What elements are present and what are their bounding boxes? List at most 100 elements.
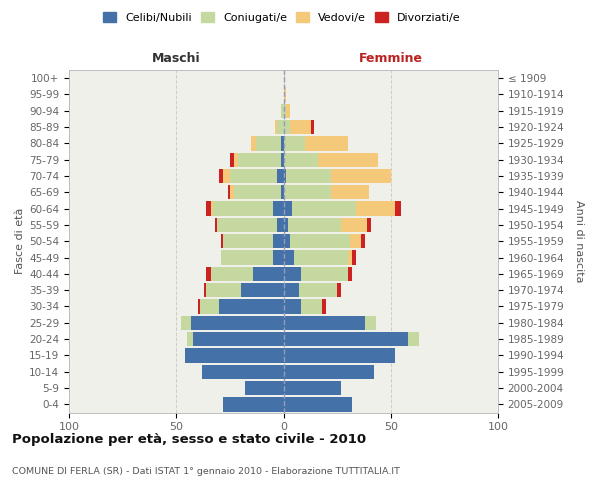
Bar [311,120,314,134]
Bar [331,169,391,183]
Bar [275,120,277,134]
Bar [219,300,284,314]
Bar [197,300,200,314]
Bar [191,316,284,330]
Bar [230,169,277,183]
Bar [305,136,348,150]
Bar [187,332,193,346]
Bar [284,152,318,167]
Bar [286,104,290,118]
Bar [206,266,211,281]
Bar [277,218,284,232]
Legend: Celibi/Nubili, Coniugati/e, Vedovi/e, Divorziati/e: Celibi/Nubili, Coniugati/e, Vedovi/e, Di… [99,8,465,28]
Bar [284,381,341,395]
Bar [273,234,284,248]
Bar [251,136,256,150]
Bar [181,316,191,330]
Bar [348,250,352,264]
Bar [273,250,284,264]
Bar [221,250,273,264]
Bar [284,234,290,248]
Bar [185,348,284,362]
Text: Femmine: Femmine [359,52,423,65]
Bar [234,185,281,200]
Bar [284,218,288,232]
Bar [221,234,223,248]
Bar [284,120,290,134]
Bar [365,316,376,330]
Bar [217,218,277,232]
Text: COMUNE DI FERLA (SR) - Dati ISTAT 1° gennaio 2010 - Elaborazione TUTTITALIA.IT: COMUNE DI FERLA (SR) - Dati ISTAT 1° gen… [12,468,400,476]
Bar [215,218,217,232]
Bar [273,202,284,216]
Bar [281,152,284,167]
Bar [284,202,292,216]
Bar [230,152,234,167]
Text: Popolazione per età, sesso e stato civile - 2010: Popolazione per età, sesso e stato civil… [12,432,366,446]
Bar [277,120,284,134]
Bar [290,120,311,134]
Bar [294,250,348,264]
Bar [211,202,213,216]
Bar [202,364,284,379]
Bar [204,283,206,298]
Bar [284,332,408,346]
Bar [253,266,284,281]
Bar [284,283,299,298]
Bar [223,397,284,411]
Bar [292,202,356,216]
Bar [284,397,352,411]
Bar [256,136,281,150]
Bar [245,381,284,395]
Bar [230,185,234,200]
Bar [318,152,378,167]
Bar [228,185,230,200]
Bar [341,218,367,232]
Bar [284,300,301,314]
Bar [286,169,331,183]
Bar [284,348,395,362]
Bar [290,234,350,248]
Bar [284,266,301,281]
Bar [322,300,326,314]
Bar [200,300,219,314]
Bar [284,88,286,102]
Bar [219,169,223,183]
Bar [238,152,281,167]
Bar [284,104,286,118]
Bar [361,234,365,248]
Bar [211,266,253,281]
Bar [193,332,284,346]
Bar [288,218,341,232]
Y-axis label: Anni di nascita: Anni di nascita [574,200,584,282]
Bar [284,364,374,379]
Bar [301,300,322,314]
Bar [213,202,273,216]
Bar [299,283,337,298]
Bar [356,202,395,216]
Bar [395,202,401,216]
Bar [408,332,419,346]
Bar [284,169,286,183]
Bar [281,136,284,150]
Bar [350,234,361,248]
Bar [367,218,371,232]
Bar [348,266,352,281]
Text: Maschi: Maschi [152,52,200,65]
Bar [234,152,238,167]
Bar [284,185,331,200]
Bar [284,250,294,264]
Bar [331,185,370,200]
Bar [284,136,305,150]
Bar [206,283,241,298]
Bar [206,202,211,216]
Bar [277,169,284,183]
Y-axis label: Fasce di età: Fasce di età [15,208,25,274]
Bar [337,283,341,298]
Bar [281,104,284,118]
Bar [352,250,356,264]
Bar [223,169,230,183]
Bar [223,234,273,248]
Bar [301,266,348,281]
Bar [241,283,284,298]
